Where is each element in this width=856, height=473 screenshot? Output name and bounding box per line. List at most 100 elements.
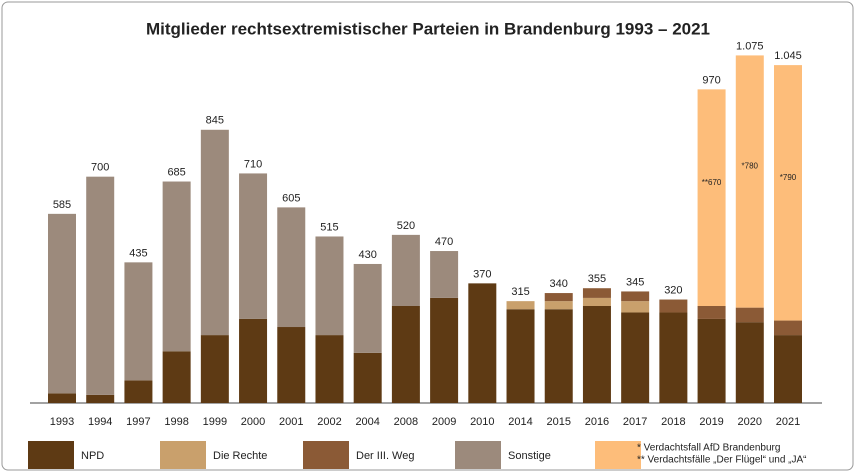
total-label: 845 bbox=[206, 115, 224, 127]
bar-segment bbox=[162, 181, 191, 352]
bar-segment bbox=[430, 251, 459, 298]
total-label: 315 bbox=[511, 286, 529, 298]
bar-segment bbox=[621, 301, 650, 313]
segment-label: *780 bbox=[742, 162, 759, 171]
bar-segment bbox=[86, 176, 115, 395]
bar-segment bbox=[659, 299, 688, 313]
legend-swatch bbox=[303, 441, 349, 469]
bar-segment bbox=[315, 236, 344, 336]
bar-segment bbox=[544, 293, 573, 302]
x-tick-label: 1999 bbox=[203, 416, 227, 428]
total-label: 435 bbox=[129, 247, 147, 259]
x-tick-label: 2015 bbox=[546, 416, 570, 428]
x-tick-label: 2017 bbox=[623, 416, 647, 428]
chart-title: Mitglieder rechtsextremistischer Parteie… bbox=[146, 19, 710, 38]
bar-segment bbox=[391, 306, 420, 403]
total-label: 970 bbox=[702, 74, 720, 86]
total-label: 605 bbox=[282, 192, 300, 204]
bar-segment bbox=[697, 318, 726, 403]
legend-swatch bbox=[455, 441, 501, 469]
x-tick-label: 2004 bbox=[355, 416, 379, 428]
bar-segment bbox=[468, 283, 497, 403]
bar-segment bbox=[621, 312, 650, 403]
total-label: 700 bbox=[91, 162, 109, 174]
bar-segment bbox=[162, 351, 191, 403]
bar-segment bbox=[735, 307, 764, 323]
total-label: 1.075 bbox=[736, 40, 764, 52]
legend-label: Die Rechte bbox=[213, 450, 267, 462]
bar-segment bbox=[277, 207, 306, 328]
x-tick-label: 2010 bbox=[470, 416, 494, 428]
total-label: 1.045 bbox=[774, 50, 802, 62]
bar-segment bbox=[506, 309, 535, 403]
bar-segment bbox=[277, 327, 306, 403]
x-tick-label: 1997 bbox=[126, 416, 150, 428]
legend-label: NPD bbox=[81, 450, 104, 462]
bar-segment bbox=[506, 301, 535, 310]
bar-segment bbox=[124, 380, 153, 403]
x-tick-label: 2019 bbox=[699, 416, 723, 428]
bar-segment bbox=[239, 318, 268, 403]
total-label: 585 bbox=[53, 199, 71, 211]
total-label: 355 bbox=[588, 273, 606, 285]
bar-segment bbox=[353, 263, 382, 353]
x-tick-label: 2014 bbox=[508, 416, 532, 428]
total-label: 470 bbox=[435, 236, 453, 248]
bar-segment bbox=[48, 213, 76, 394]
bar-segment bbox=[391, 234, 420, 306]
bar-segment bbox=[315, 335, 344, 403]
bar-segment bbox=[544, 309, 573, 403]
bar-segment bbox=[430, 297, 459, 403]
total-label: 685 bbox=[167, 166, 185, 178]
legend-swatch bbox=[595, 441, 641, 469]
bar-segment bbox=[621, 291, 650, 302]
bar-segment bbox=[697, 89, 726, 306]
total-label: 370 bbox=[473, 268, 491, 280]
total-label: 515 bbox=[320, 221, 338, 233]
bar-segment bbox=[582, 306, 611, 403]
legend-note: ** Verdachtsfälle „Der Flügel“ und „JA“ bbox=[637, 455, 807, 466]
legend-swatch bbox=[160, 441, 206, 469]
total-label: 710 bbox=[244, 158, 262, 170]
bar-segment bbox=[239, 173, 268, 319]
bar-segment bbox=[48, 393, 76, 403]
x-tick-label: 2009 bbox=[432, 416, 456, 428]
segment-label: *790 bbox=[780, 173, 797, 182]
bar-segment bbox=[774, 335, 802, 403]
total-label: 340 bbox=[550, 278, 568, 290]
bar-segment bbox=[124, 262, 153, 381]
legend-swatch bbox=[28, 441, 74, 469]
total-label: 320 bbox=[664, 284, 682, 296]
segment-label: **670 bbox=[702, 178, 722, 187]
x-tick-label: 2008 bbox=[394, 416, 418, 428]
legend-label: Sonstige bbox=[508, 450, 551, 462]
bar-segment bbox=[582, 288, 611, 298]
x-tick-label: 1994 bbox=[88, 416, 112, 428]
bar-segment bbox=[774, 65, 802, 321]
bar-segment bbox=[544, 301, 573, 310]
bar-segment bbox=[697, 306, 726, 319]
bar-segment bbox=[86, 394, 115, 403]
x-tick-label: 2021 bbox=[776, 416, 800, 428]
x-tick-label: 2020 bbox=[738, 416, 762, 428]
bar-segment bbox=[353, 352, 382, 403]
legend-label: * Verdachtsfall AfD Brandenburg bbox=[637, 443, 780, 454]
bar-segment bbox=[582, 297, 611, 306]
bar-segment bbox=[200, 129, 229, 336]
total-label: 430 bbox=[359, 249, 377, 261]
x-tick-label: 1998 bbox=[164, 416, 188, 428]
bar-segment bbox=[774, 320, 802, 336]
x-tick-label: 1993 bbox=[50, 416, 74, 428]
bar-segment bbox=[735, 55, 764, 308]
x-tick-label: 2002 bbox=[317, 416, 341, 428]
total-label: 345 bbox=[626, 276, 644, 288]
x-tick-label: 2001 bbox=[279, 416, 303, 428]
bar-segment bbox=[659, 312, 688, 403]
bar-segment bbox=[735, 322, 764, 403]
x-tick-label: 2016 bbox=[585, 416, 609, 428]
bar-segment bbox=[200, 335, 229, 403]
x-tick-label: 2000 bbox=[241, 416, 265, 428]
total-label: 520 bbox=[397, 220, 415, 232]
legend-label: Der III. Weg bbox=[356, 450, 414, 462]
